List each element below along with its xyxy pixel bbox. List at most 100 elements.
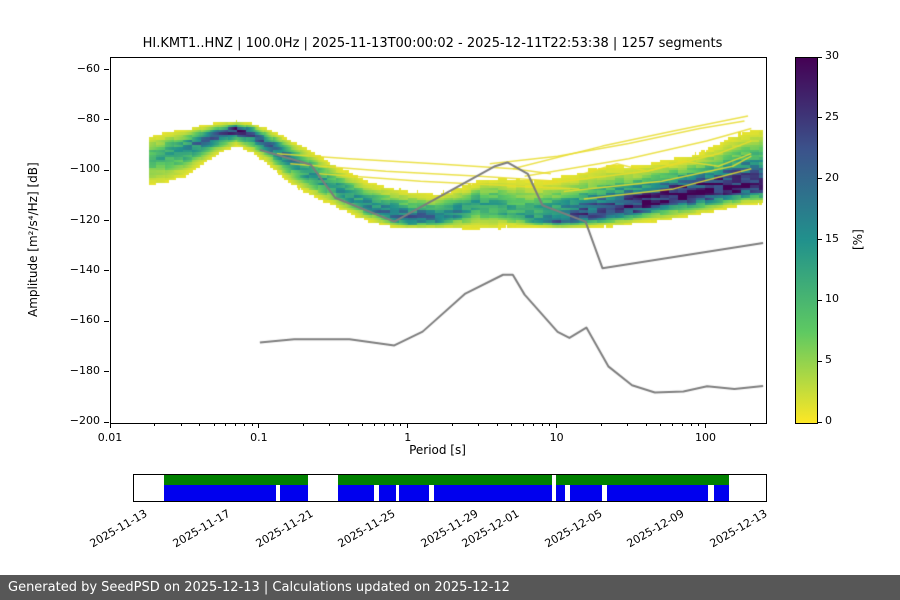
timeline-green-segment — [163, 475, 308, 485]
y-tick — [104, 119, 109, 121]
x-minor-tick — [384, 423, 386, 426]
x-tick-label: 10 — [549, 431, 564, 444]
x-minor-tick — [698, 423, 700, 426]
x-tick-label: 1 — [404, 431, 412, 444]
footer-text: Generated by SeedPSD on 2025-12-13 | Cal… — [8, 580, 510, 595]
plot-area — [110, 57, 767, 424]
y-tick-label: −60 — [76, 61, 100, 75]
colorbar-tick-label: 25 — [825, 109, 839, 123]
y-tick — [104, 220, 109, 222]
timeline-blue-segment — [556, 485, 566, 501]
x-tick-label: 100 — [694, 431, 716, 444]
y-axis-label: Amplitude [m²/s⁴/Hz] [dB] — [26, 162, 40, 317]
timeline-blue-segment — [163, 485, 277, 501]
x-minor-tick — [235, 423, 237, 426]
x-minor-tick — [660, 423, 662, 426]
y-tick-label: −100 — [69, 162, 100, 176]
x-tick — [258, 423, 260, 428]
timeline-bar — [133, 474, 767, 502]
x-minor-tick — [523, 423, 525, 426]
timeline-date: 2025-11-25 — [335, 507, 398, 551]
footer-bar: Generated by SeedPSD on 2025-12-13 | Cal… — [0, 575, 900, 600]
x-minor-tick — [243, 423, 245, 426]
x-tick — [556, 423, 558, 428]
colorbar-gradient — [796, 58, 817, 423]
y-tick — [104, 371, 109, 373]
x-minor-tick — [541, 423, 543, 426]
x-minor-tick — [374, 423, 376, 426]
y-tick-label: −180 — [69, 363, 100, 377]
x-minor-tick — [549, 423, 551, 426]
x-minor-tick — [533, 423, 535, 426]
x-tick-label: 0.1 — [250, 431, 268, 444]
y-tick-label: −120 — [69, 212, 100, 226]
x-minor-tick — [671, 423, 673, 426]
timeline-date: 2025-11-17 — [170, 507, 233, 551]
colorbar-tick — [818, 56, 822, 58]
x-tick — [704, 423, 706, 428]
colorbar-tick — [818, 178, 822, 180]
colorbar-tick-label: 30 — [825, 49, 839, 62]
x-minor-tick — [225, 423, 227, 426]
x-minor-tick — [496, 423, 498, 426]
x-minor-tick — [362, 423, 364, 426]
colorbar-tick — [818, 421, 822, 423]
timeline-blue-segment — [279, 485, 308, 501]
y-tick — [104, 69, 109, 71]
y-tick — [104, 320, 109, 322]
colorbar — [795, 57, 818, 424]
timeline-green-segment — [556, 475, 730, 485]
x-minor-tick — [213, 423, 215, 426]
colorbar-tick — [818, 117, 822, 119]
x-minor-tick — [627, 423, 629, 426]
timeline-green-segment — [338, 475, 553, 485]
x-minor-tick — [348, 423, 349, 426]
colorbar-tick-label: 15 — [825, 231, 839, 245]
x-minor-tick — [749, 423, 751, 426]
timeline-date: 2025-12-05 — [542, 507, 605, 551]
y-tick — [104, 169, 109, 171]
x-tick — [109, 423, 111, 428]
timeline-blue-segment — [433, 485, 553, 501]
timeline-date: 2025-11-13 — [87, 507, 150, 551]
timeline-blue-segment — [606, 485, 708, 501]
colorbar-tick-label: 5 — [825, 353, 832, 367]
x-minor-tick — [180, 423, 182, 426]
timeline-blue-segment — [379, 485, 396, 501]
colorbar-tick-label: 0 — [825, 414, 832, 427]
x-minor-tick — [400, 423, 402, 426]
y-tick-label: −160 — [69, 313, 100, 327]
x-minor-tick — [681, 423, 683, 426]
x-minor-tick — [303, 423, 305, 426]
x-minor-tick — [690, 423, 692, 426]
x-minor-tick — [199, 423, 201, 426]
y-tick-label: −200 — [69, 414, 100, 427]
timeline-blue-segment — [570, 485, 602, 501]
x-minor-tick — [452, 423, 454, 426]
timeline-blue-segment — [399, 485, 429, 501]
colorbar-label: [%] — [851, 229, 865, 250]
x-minor-tick — [392, 423, 394, 426]
x-axis-label: Period [s] — [409, 443, 466, 457]
x-minor-tick — [154, 423, 156, 426]
y-tick-label: −80 — [76, 111, 100, 125]
colorbar-tick-label: 20 — [825, 170, 839, 184]
x-minor-tick — [511, 423, 513, 426]
colorbar-tick-label: 10 — [825, 292, 839, 306]
ppsd-density-canvas — [111, 58, 766, 423]
timeline-blue-segment — [713, 485, 730, 501]
x-minor-tick — [645, 423, 647, 426]
timeline-date: 2025-12-09 — [624, 507, 687, 551]
timeline-date: 2025-12-13 — [707, 507, 770, 551]
plot-title: HI.KMT1..HNZ | 100.0Hz | 2025-11-13T00:0… — [142, 36, 723, 51]
x-tick — [407, 423, 409, 428]
x-minor-tick — [478, 423, 480, 426]
colorbar-tick — [818, 360, 822, 362]
x-minor-tick — [329, 423, 331, 426]
timeline-blue-segment — [338, 485, 375, 501]
x-minor-tick — [600, 423, 602, 426]
x-tick-label: 0.01 — [97, 431, 123, 444]
colorbar-tick — [818, 299, 822, 301]
colorbar-tick — [818, 239, 822, 240]
